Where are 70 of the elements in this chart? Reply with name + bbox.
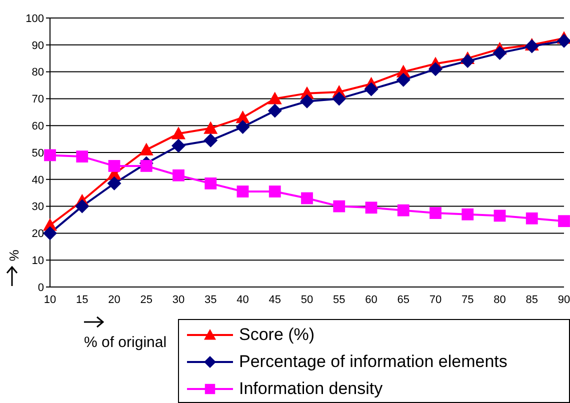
point: [333, 200, 346, 212]
point: [76, 150, 88, 162]
y-tick-label: 50: [32, 147, 44, 160]
point: [365, 202, 378, 214]
x-tick-label: 75: [462, 294, 474, 306]
x-tick-label: 10: [44, 294, 56, 306]
x-tick-label: 90: [558, 294, 570, 306]
point: [300, 94, 314, 108]
point: [460, 54, 475, 68]
y-tick-label: 40: [32, 174, 44, 186]
point: [204, 121, 218, 134]
y-tick-label: 90: [32, 40, 44, 52]
point: [396, 72, 410, 87]
point: [108, 160, 120, 172]
x-tick-label: 85: [526, 294, 538, 306]
x-tick-label: 80: [494, 294, 506, 306]
point: [332, 92, 346, 106]
x-tick-label: 35: [204, 294, 217, 306]
point: [140, 160, 152, 172]
legend-label: Score (%): [239, 324, 315, 346]
point: [139, 142, 154, 156]
point: [204, 133, 218, 148]
y-tick-label: 70: [32, 94, 44, 106]
x-tick-label: 60: [365, 294, 378, 306]
point: [43, 226, 57, 240]
point: [172, 138, 186, 153]
point: [236, 120, 250, 134]
point: [492, 46, 507, 60]
point: [558, 215, 570, 228]
legend-label: Percentage of information elements: [239, 351, 508, 373]
point: [494, 210, 506, 222]
point: [44, 149, 56, 162]
point: [268, 92, 282, 104]
legend-label: Information density: [239, 378, 383, 400]
x-tick-label: 30: [172, 294, 185, 306]
x-tick-label: 15: [76, 294, 88, 306]
point: [301, 192, 313, 204]
point: [524, 39, 539, 54]
point: [462, 208, 474, 220]
point: [526, 212, 538, 224]
point: [268, 186, 281, 198]
y-tick-label: 0: [38, 282, 44, 294]
x-tick-label: 65: [397, 294, 410, 306]
point: [397, 204, 410, 216]
point: [428, 62, 442, 76]
y-tick-label: 60: [32, 120, 44, 133]
point: [236, 186, 249, 198]
x-tick-label: 50: [300, 294, 314, 306]
point: [172, 169, 184, 182]
point: [204, 177, 217, 190]
point: [268, 104, 282, 118]
y-tick-label: 100: [26, 12, 44, 25]
point: [557, 34, 570, 48]
y-tick-label: 10: [32, 255, 44, 268]
point: [364, 82, 378, 96]
x-tick-label: 70: [429, 294, 442, 306]
x-tick-label: 40: [236, 294, 249, 306]
point: [172, 126, 186, 140]
x-tick-label: 25: [140, 294, 152, 306]
y-tick-label: 20: [32, 228, 44, 240]
x-tick-label: 55: [333, 294, 346, 306]
point: [75, 199, 90, 214]
y-axis-title: %: [6, 250, 22, 262]
y-tick-label: 80: [32, 66, 44, 79]
point: [107, 176, 122, 190]
x-axis-title: % of original: [84, 334, 167, 351]
x-tick-label: 20: [108, 294, 120, 306]
point: [430, 207, 442, 219]
y-tick-label: 30: [32, 201, 44, 214]
x-tick-label: 45: [268, 294, 281, 306]
